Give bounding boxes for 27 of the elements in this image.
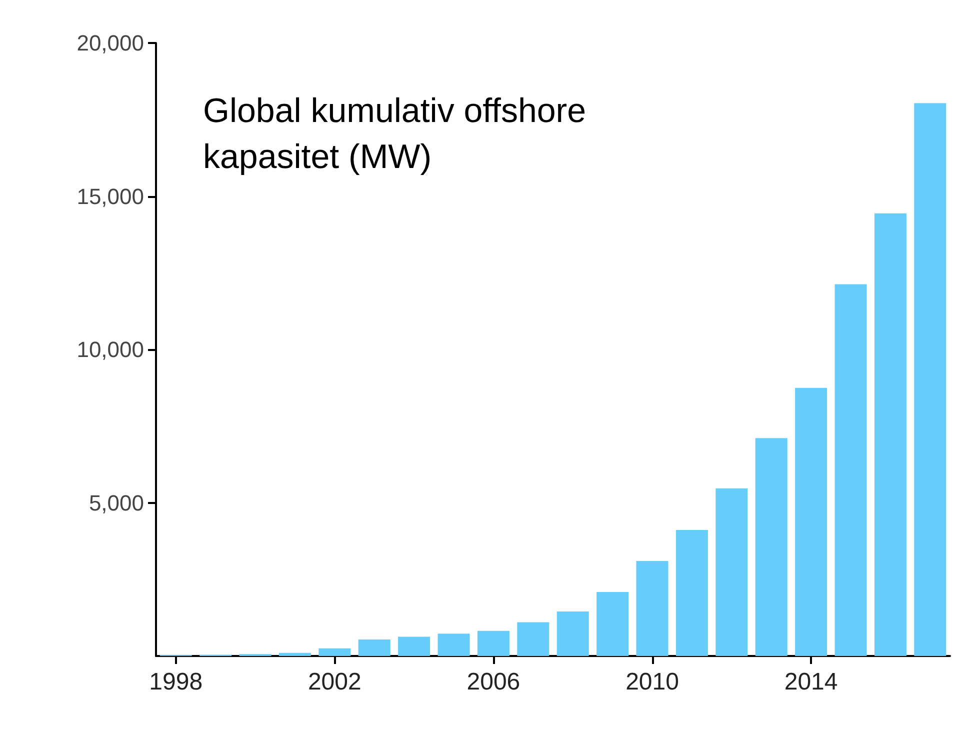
bar — [874, 213, 906, 656]
y-tick-label: 20,000 — [76, 30, 144, 56]
bar — [795, 388, 828, 656]
bar — [914, 103, 946, 656]
bar — [556, 612, 589, 656]
bar — [676, 530, 708, 656]
bar — [834, 284, 867, 656]
bar — [716, 488, 748, 656]
y-tick-label: 5,000 — [88, 490, 144, 516]
x-tick-label: 2010 — [626, 668, 679, 696]
y-tick-label: 10,000 — [76, 337, 144, 362]
bar — [398, 636, 430, 656]
bar — [438, 634, 470, 656]
bar — [755, 438, 788, 656]
bar — [636, 560, 668, 656]
y-tick-label: 15,000 — [76, 184, 144, 209]
bar — [517, 622, 550, 656]
bar — [278, 652, 311, 656]
x-tick-label: 2014 — [784, 668, 838, 696]
x-tick-label: 2006 — [466, 668, 520, 696]
bar — [358, 639, 390, 656]
x-tick-label: 2002 — [308, 668, 362, 696]
bar — [477, 630, 510, 656]
bar — [318, 648, 351, 656]
x-tick-label: 1998 — [149, 668, 203, 696]
text: Global kumulativ offshore kapasitet (MW) — [203, 92, 586, 176]
bar — [596, 592, 629, 656]
